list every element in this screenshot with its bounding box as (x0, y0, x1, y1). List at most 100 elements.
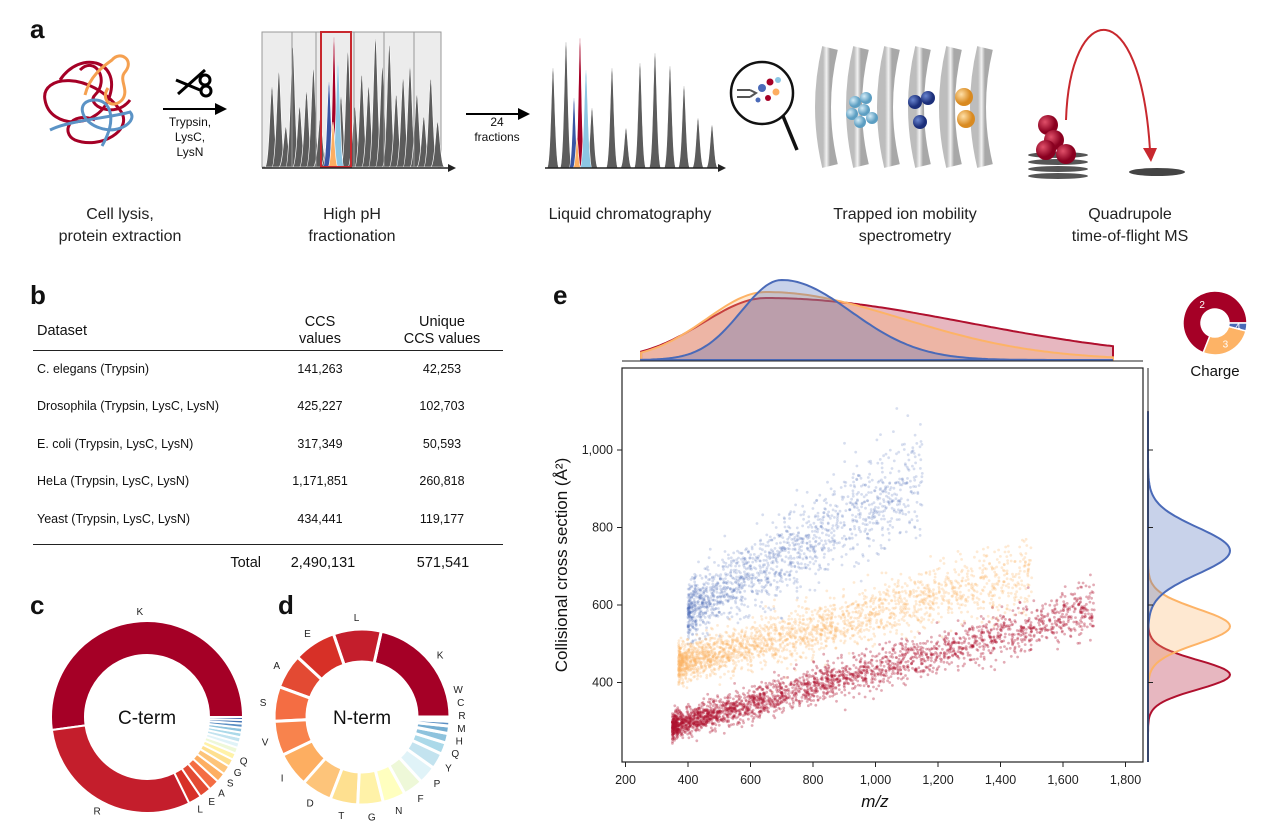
scatter-point (879, 622, 883, 626)
scatter-point (707, 614, 710, 618)
scatter-point (873, 614, 877, 618)
scatter-point (742, 558, 746, 561)
scatter-point (701, 722, 704, 725)
scatter-point (730, 590, 734, 594)
scatter-point (704, 567, 708, 571)
scatter-point (715, 585, 719, 588)
scatter-point (678, 675, 682, 679)
scatter-point (815, 556, 819, 559)
scatter-point (751, 560, 755, 564)
scatter-point (713, 647, 717, 651)
scatter-point (756, 702, 760, 706)
scatter-point (773, 572, 777, 576)
scatter-point (760, 697, 764, 701)
scatter-point (995, 627, 999, 631)
scatter-point (762, 586, 766, 590)
scatter-point (715, 718, 718, 722)
scatter-point (777, 513, 781, 516)
scatter-point (797, 689, 800, 693)
scatter-point (766, 643, 770, 646)
scatter-point (694, 584, 697, 588)
series-charge-3 (677, 537, 1034, 694)
scatter-point (729, 606, 733, 610)
scatter-point (690, 595, 694, 599)
scatter-point (724, 572, 727, 576)
scatter-point (687, 606, 690, 609)
scatter-point (942, 595, 946, 598)
scatter-point (874, 606, 878, 609)
scatter-point (730, 670, 734, 673)
scatter-point (721, 658, 725, 662)
scatter-point (861, 608, 865, 612)
scatter-point (771, 549, 775, 553)
scatter-point (1010, 633, 1014, 637)
scatter-point (834, 524, 838, 527)
scatter-point (857, 622, 860, 626)
scatter-point (873, 642, 877, 646)
scatter-point (700, 664, 703, 668)
scatter-point (763, 707, 766, 710)
scatter-point (760, 588, 764, 592)
scatter-point (718, 633, 722, 637)
scatter-point (895, 407, 899, 410)
scatter-point (872, 539, 875, 542)
scatter-point (967, 582, 970, 585)
scatter-point (947, 611, 950, 614)
scatter-point (987, 592, 991, 596)
scatter-point (757, 685, 761, 689)
scatter-point (709, 660, 712, 664)
scatter-point (839, 632, 843, 636)
scatter-point (796, 596, 799, 600)
scatter-point (689, 615, 692, 618)
scatter-point (819, 687, 823, 691)
scatter-point (676, 728, 679, 732)
scatter-point (771, 637, 774, 641)
scatter-point (744, 642, 748, 646)
scatter-point (888, 622, 892, 625)
scatter-point (713, 658, 716, 662)
scatter-point (1001, 583, 1005, 587)
scatter-point (710, 591, 714, 595)
scatter-point (960, 622, 963, 626)
scatter-point (733, 705, 736, 709)
scatter-point (856, 631, 860, 635)
scatter-point (690, 601, 694, 605)
scatter-point (781, 698, 785, 702)
scatter-point (779, 569, 783, 573)
scatter-point (676, 723, 680, 727)
scatter-point (914, 610, 918, 614)
scatter-point (687, 614, 690, 617)
scatter-point (899, 488, 902, 492)
scatter-point (884, 571, 888, 575)
scatter-point (961, 603, 964, 607)
scatter-point (843, 682, 846, 685)
scatter-point (698, 650, 702, 654)
scatter-point (766, 710, 770, 713)
scatter-point (996, 636, 999, 640)
scatter-point (778, 632, 782, 636)
scatter-point (826, 677, 830, 680)
scatter-point (727, 658, 730, 662)
scatter-point (852, 624, 855, 628)
scatter-point (696, 652, 699, 656)
scatter-point (801, 504, 805, 508)
scatter-point (732, 589, 736, 592)
scatter-point (704, 647, 707, 651)
scatter-point (688, 628, 691, 632)
scatter-point (804, 535, 808, 538)
scatter-point (689, 603, 692, 607)
scatter-point (807, 632, 811, 635)
scatter-point (936, 567, 939, 571)
scatter-point (722, 720, 725, 723)
scatter-point (756, 556, 760, 560)
scatter-point (902, 611, 906, 615)
scatter-point (928, 573, 932, 576)
scatter-point (1023, 584, 1026, 588)
scatter-point (790, 627, 794, 631)
scatter-point (824, 627, 828, 630)
scatter-point (699, 588, 702, 592)
scatter-point (793, 543, 797, 546)
scatter-point (903, 597, 906, 600)
scatter-point (726, 599, 730, 602)
scatter-point (691, 667, 695, 671)
